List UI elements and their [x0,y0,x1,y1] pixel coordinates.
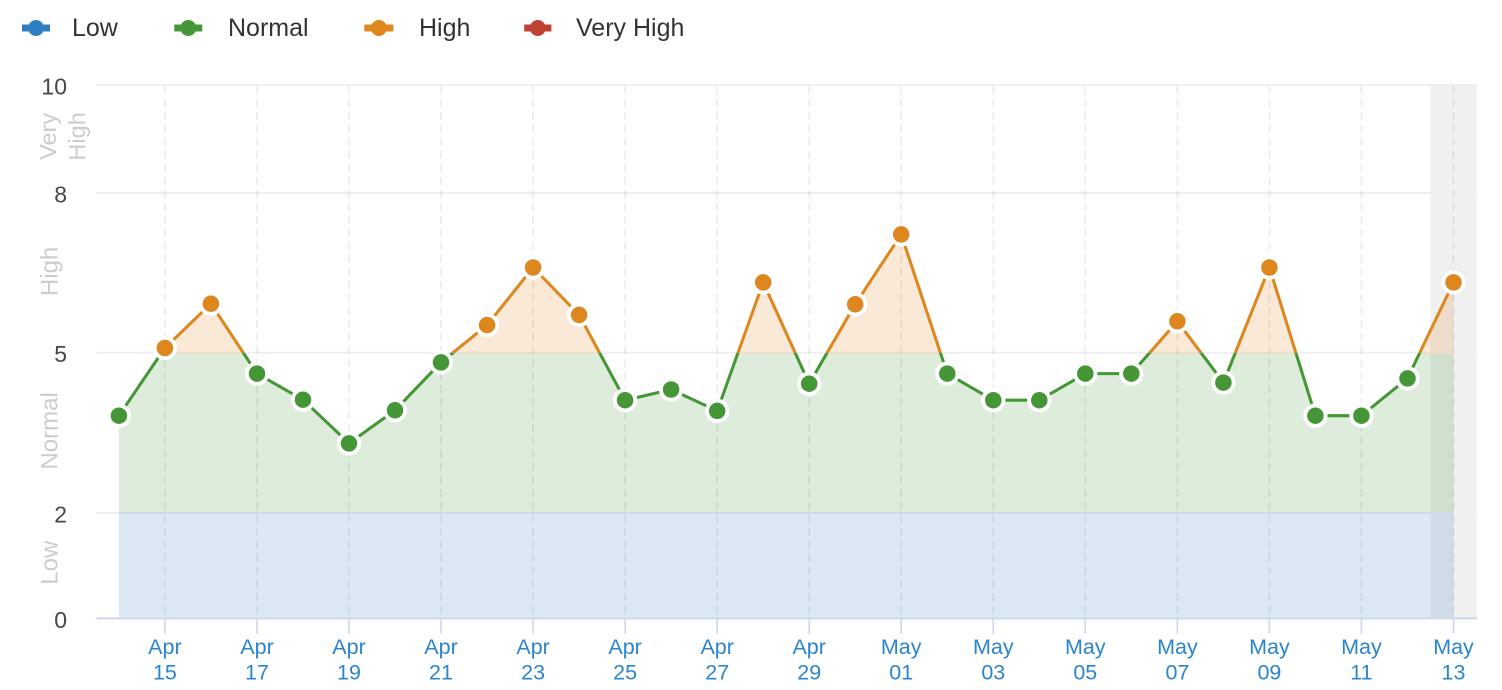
svg-text:19: 19 [337,661,361,685]
svg-text:Apr: Apr [608,635,641,659]
svg-text:May: May [1065,635,1106,659]
svg-text:09: 09 [1257,661,1281,685]
svg-text:23: 23 [521,661,545,685]
svg-text:0: 0 [54,607,67,633]
svg-text:Very: Very [35,113,61,160]
svg-text:01: 01 [889,661,913,685]
svg-text:2: 2 [54,502,67,528]
svg-text:Apr: Apr [332,635,365,659]
svg-text:07: 07 [1165,661,1189,685]
svg-text:Normal: Normal [228,14,309,42]
svg-text:27: 27 [705,661,729,685]
svg-text:May: May [973,635,1014,659]
svg-text:5: 5 [54,341,67,367]
svg-text:Apr: Apr [516,635,549,659]
svg-text:15: 15 [153,661,177,685]
svg-text:Apr: Apr [148,635,181,659]
svg-text:Normal: Normal [37,392,64,469]
svg-text:29: 29 [797,661,821,685]
svg-text:8: 8 [54,182,67,208]
svg-text:Apr: Apr [424,635,457,659]
svg-text:11: 11 [1350,661,1372,685]
svg-text:Apr: Apr [792,635,825,659]
svg-text:10: 10 [41,73,67,99]
svg-text:May: May [1157,635,1198,659]
svg-text:Apr: Apr [700,635,733,659]
svg-text:Low: Low [72,14,119,42]
svg-text:High: High [64,112,90,160]
svg-text:Low: Low [37,540,64,585]
svg-text:05: 05 [1073,661,1097,685]
svg-text:03: 03 [981,661,1005,685]
svg-text:Very High: Very High [576,14,684,42]
svg-text:May: May [1249,635,1290,659]
svg-text:May: May [1433,635,1474,659]
svg-text:21: 21 [429,661,453,685]
svg-text:13: 13 [1442,661,1466,685]
svg-text:25: 25 [613,661,637,685]
svg-text:High: High [419,14,470,42]
svg-text:May: May [1341,635,1382,659]
svg-text:May: May [881,635,922,659]
svg-text:Apr: Apr [240,635,273,659]
svg-text:High: High [37,247,64,296]
svg-text:17: 17 [245,661,269,685]
